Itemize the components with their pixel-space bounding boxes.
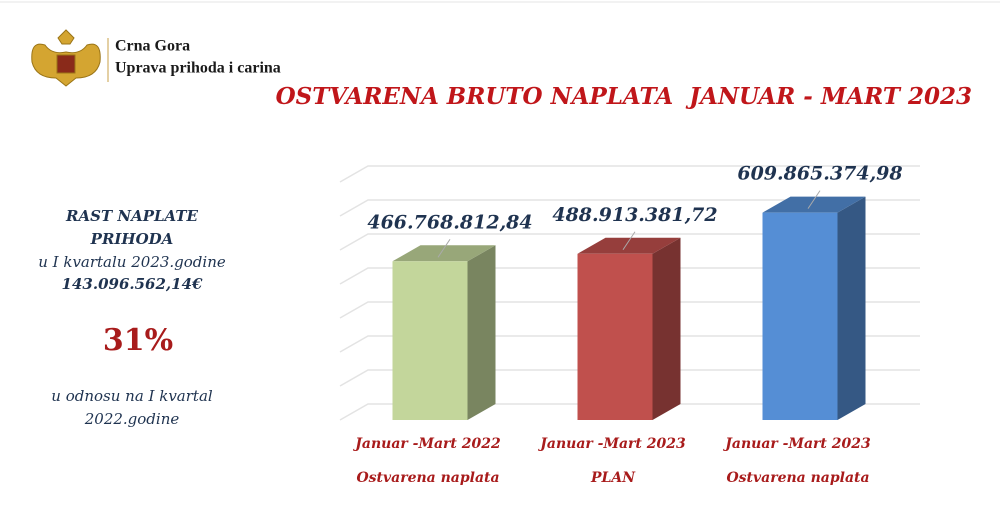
x-tick-label: Januar -Mart 2023 (537, 436, 686, 452)
x-tick-label: Januar -Mart 2022 (352, 436, 501, 452)
chart-title: OSTVARENA BRUTO NAPLATA JANUAR - MART 20… (276, 83, 972, 110)
value-label: 609.865.374,98 (737, 163, 902, 185)
x-tick-sublabel: Ostvarena naplata (726, 470, 869, 486)
bar-side (467, 245, 496, 420)
header-line: Uprava prihoda i carina (115, 60, 281, 77)
leader-line (807, 190, 821, 209)
side-text: u odnosu na I kvartal (51, 387, 213, 405)
grid-line (339, 369, 920, 387)
side-text: PRIHODA (90, 230, 174, 248)
x-tick-label: Januar -Mart 2023 (722, 436, 871, 452)
grid-line (339, 233, 920, 251)
emblem (31, 29, 101, 87)
bar-top (577, 237, 681, 254)
grid-line (339, 335, 920, 353)
side-text: 2022.godine (84, 410, 180, 428)
grid-line (339, 403, 920, 421)
bar-side (652, 237, 681, 420)
grid-line (339, 165, 920, 183)
bar-top (392, 245, 496, 262)
value-label: 466.768.812,84 (367, 211, 532, 233)
side-percent: 31% (103, 323, 173, 358)
side-text: RAST NAPLATE (65, 207, 198, 225)
value-label: 488.913.381,72 (552, 204, 717, 226)
leader-line (437, 239, 451, 258)
grid-line (339, 199, 920, 217)
bar-side (837, 196, 866, 420)
grid-line (339, 301, 920, 319)
bar (762, 212, 838, 420)
side-amount: 143.096.562,14€ (62, 275, 203, 293)
x-tick-sublabel: Ostvarena naplata (356, 470, 499, 486)
bar-top (762, 196, 866, 213)
side-text: u I kvartalu 2023.godine (38, 253, 226, 271)
header-line: Crna Gora (115, 38, 190, 55)
bar (392, 261, 468, 420)
grid-line (339, 267, 920, 285)
leader-line (622, 231, 636, 251)
x-tick-sublabel: PLAN (590, 470, 636, 486)
bar (577, 253, 653, 420)
